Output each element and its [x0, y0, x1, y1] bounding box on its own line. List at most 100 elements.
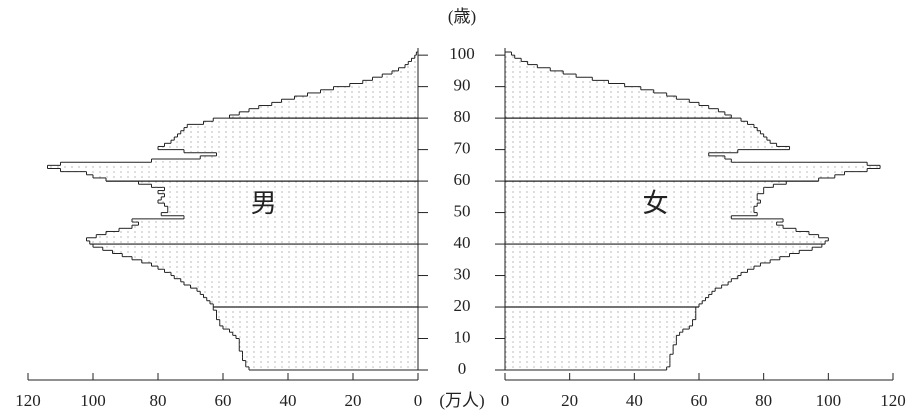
- age-bar: [171, 140, 418, 144]
- age-bar: [505, 177, 819, 182]
- age-bar: [151, 184, 418, 188]
- age-bar: [505, 360, 670, 364]
- age-bar: [102, 247, 418, 251]
- age-bar: [505, 256, 780, 260]
- age-bar: [151, 159, 418, 163]
- age-bar: [200, 291, 418, 295]
- age-bar: [132, 225, 418, 229]
- age-bar: [505, 55, 515, 59]
- age-bar: [408, 61, 418, 65]
- age-bar: [216, 310, 418, 314]
- age-bar: [213, 118, 418, 122]
- y-tick-label: 0: [458, 359, 467, 378]
- age-bar: [203, 121, 418, 125]
- y-tick-label: 20: [454, 296, 471, 315]
- age-bar: [505, 196, 758, 200]
- age-bar: [216, 316, 418, 320]
- age-bar: [505, 199, 761, 204]
- age-bar: [505, 184, 774, 188]
- age-bar: [106, 177, 418, 182]
- age-bar: [505, 231, 809, 235]
- age-bar: [505, 155, 725, 160]
- age-bar: [258, 105, 418, 109]
- age-bar: [505, 325, 690, 330]
- x-tick-label: 60: [215, 391, 232, 410]
- series-label: 女: [642, 189, 668, 218]
- x-tick-label: 100: [816, 391, 842, 410]
- age-bar: [505, 313, 696, 317]
- age-bar: [505, 310, 696, 314]
- age-bar: [505, 181, 787, 185]
- age-bar: [505, 240, 826, 245]
- age-bar: [505, 278, 732, 282]
- age-bar: [184, 127, 418, 131]
- age-bar: [320, 89, 418, 93]
- age-bar: [242, 351, 418, 355]
- age-bar: [505, 133, 764, 138]
- age-bar: [505, 272, 742, 276]
- y-tick-label: 70: [454, 139, 471, 158]
- age-bar: [245, 363, 418, 367]
- x-tick-label: 60: [691, 391, 708, 410]
- age-bar: [505, 171, 845, 175]
- age-bar: [89, 240, 418, 245]
- age-bar: [60, 162, 418, 166]
- age-bar: [505, 284, 722, 289]
- age-bar: [362, 80, 418, 84]
- age-bar: [505, 329, 683, 333]
- age-bar: [219, 319, 418, 323]
- age-bar: [158, 146, 418, 150]
- age-bar: [187, 124, 418, 128]
- x-tick-label: 20: [561, 391, 578, 410]
- age-bar: [138, 222, 418, 226]
- age-bar: [180, 278, 418, 282]
- age-bar: [398, 67, 418, 71]
- age-bar: [505, 105, 709, 109]
- age-bar: [505, 247, 813, 251]
- age-bar: [239, 347, 418, 352]
- age-bar: [164, 187, 418, 191]
- age-bar: [505, 143, 777, 147]
- age-bar: [206, 297, 418, 301]
- y-tick-label: 30: [454, 264, 471, 283]
- age-bar: [505, 61, 528, 65]
- x-tick-label: 40: [280, 391, 297, 410]
- age-bar: [505, 121, 748, 125]
- age-bar: [184, 149, 418, 153]
- age-bar: [112, 250, 418, 254]
- age-bar: [505, 89, 654, 93]
- age-bar: [505, 149, 738, 153]
- age-bar: [505, 335, 677, 339]
- age-bar: [213, 303, 418, 308]
- age-bar: [505, 83, 625, 87]
- age-bar: [216, 152, 418, 156]
- age-bar: [505, 307, 696, 311]
- age-bar: [405, 64, 418, 68]
- age-bar: [505, 162, 868, 166]
- age-bar: [242, 354, 418, 358]
- age-bar: [505, 275, 738, 279]
- age-bar: [505, 77, 593, 81]
- age-bar: [505, 291, 712, 295]
- age-bar: [239, 338, 418, 342]
- age-bar: [505, 316, 696, 320]
- x-axis-label: (万人): [439, 391, 484, 410]
- age-bar: [505, 92, 667, 97]
- age-bar: [505, 193, 758, 197]
- age-bar: [505, 146, 790, 150]
- age-bar: [505, 363, 670, 367]
- age-bar: [505, 209, 754, 213]
- age-bar: [138, 181, 418, 185]
- age-bar: [242, 357, 418, 361]
- age-bar: [96, 234, 418, 238]
- x-tick-label: 80: [755, 391, 772, 410]
- age-bar: [47, 165, 418, 169]
- x-tick-label: 0: [501, 391, 510, 410]
- age-bar: [505, 58, 522, 62]
- x-tick-label: 80: [150, 391, 167, 410]
- y-tick-label: 60: [454, 170, 471, 189]
- age-bar: [249, 108, 418, 112]
- age-bar: [505, 228, 796, 232]
- age-bar: [505, 281, 729, 285]
- age-bar: [161, 196, 418, 200]
